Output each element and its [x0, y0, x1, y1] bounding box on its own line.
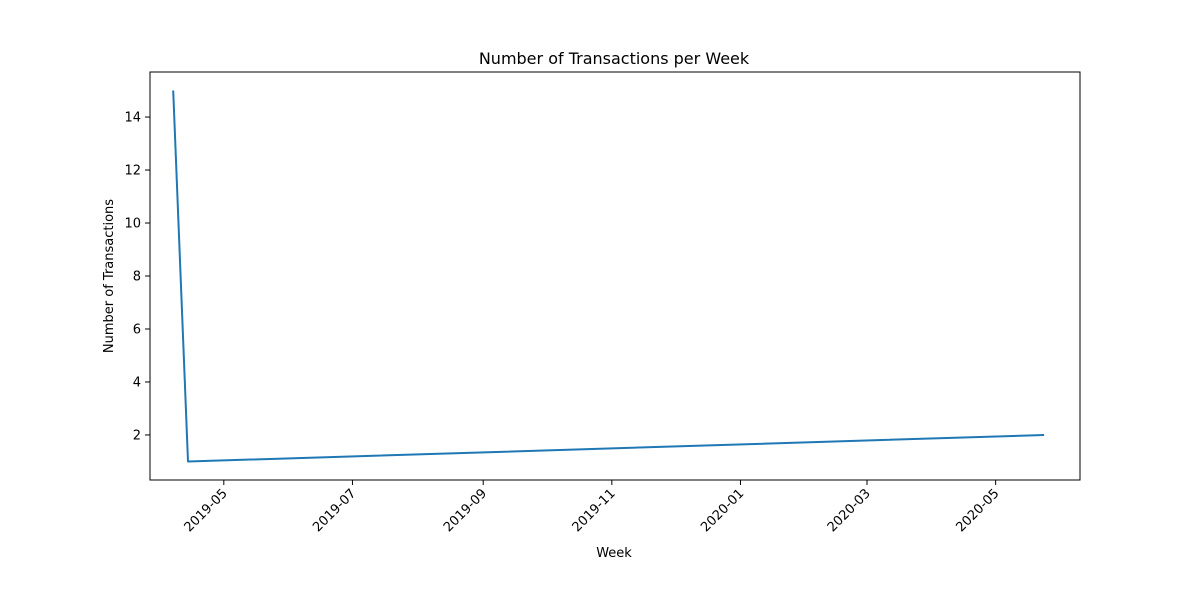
- plot-area-frame: [149, 71, 1081, 481]
- y-tick-label: 2: [133, 428, 141, 443]
- y-tick-label: 6: [133, 322, 141, 337]
- series-layer: [172, 90, 1045, 463]
- y-tick-label: 10: [124, 217, 141, 232]
- y-tick-label: 8: [133, 270, 141, 285]
- y-axis-ticks: 2 4 6 8 10 12 14: [124, 111, 150, 443]
- y-tick-label: 14: [124, 111, 141, 126]
- y-axis-label: Number of Transactions: [102, 199, 117, 353]
- x-axis-label: Week: [596, 546, 632, 561]
- y-tick-label: 4: [133, 375, 141, 390]
- y-tick-label: 12: [124, 164, 141, 179]
- chart-title: Number of Transactions per Week: [479, 49, 750, 68]
- series-line-0: [172, 90, 1045, 463]
